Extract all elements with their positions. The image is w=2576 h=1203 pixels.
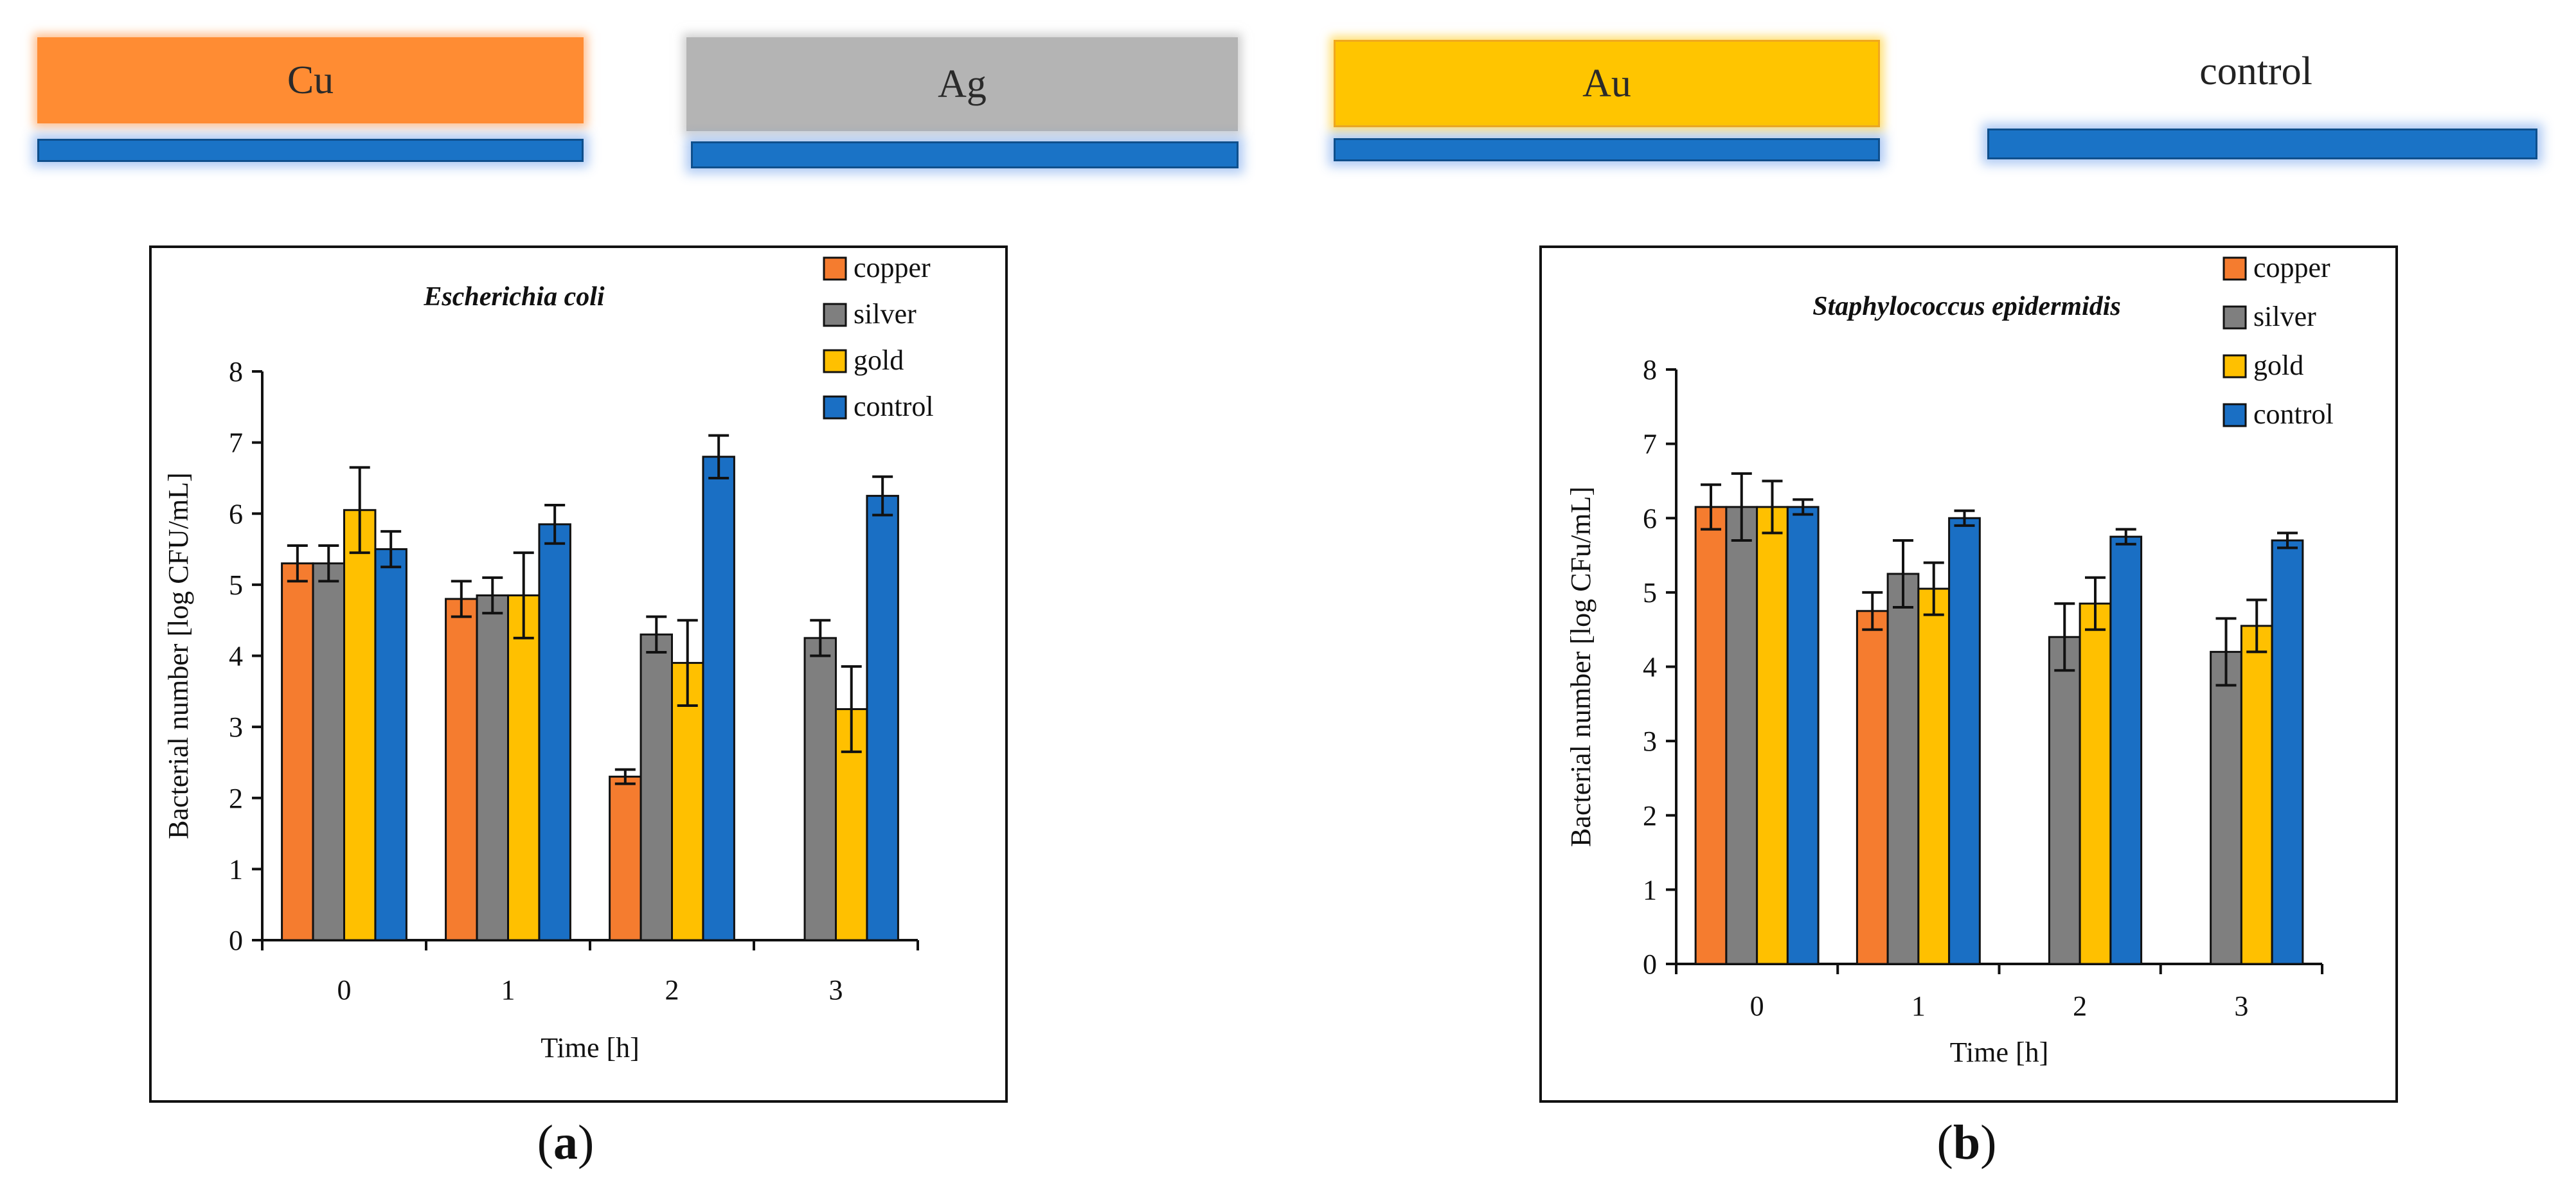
ag-label: Ag [938, 62, 987, 106]
cu-label: Cu [287, 58, 334, 102]
chart-b-bar-copper [1694, 506, 1728, 965]
chart-b-x-label: Time [h] [1950, 1037, 2049, 1068]
chart-b-x-tick-label: 2 [2073, 990, 2087, 1022]
control-substrate [1987, 129, 2537, 159]
chart-a-x-label: Time [h] [541, 1032, 640, 1064]
chart-a-y-tick-label: 8 [229, 356, 243, 388]
chart-a-y-tick-label: 3 [229, 711, 243, 743]
panel-label-a: (a) [501, 1115, 630, 1171]
chart-b-x-tick-label: 0 [1750, 990, 1764, 1022]
panel-label-b: (b) [1902, 1115, 2031, 1171]
chart-b-legend-label-control: control [2253, 398, 2334, 430]
au-substrate [1334, 138, 1880, 161]
chart-b-legend-label-copper: copper [2253, 252, 2330, 283]
chart-b-bar-control [2271, 539, 2304, 965]
chart-a-y-tick-label: 5 [229, 569, 243, 601]
chart-a-title: Escherichia coli [423, 282, 604, 312]
panel-b-close: ) [1980, 1116, 1997, 1170]
chart-b-bar-copper [1856, 610, 1889, 965]
chart-a-legend-swatch-copper [823, 256, 847, 281]
chart-b-y-tick-label: 3 [1643, 726, 1657, 757]
chart-b-bar-gold [1917, 587, 1951, 965]
chart-a-x-tick-label: 0 [337, 974, 352, 1006]
chart-a-x-tick-label: 2 [665, 974, 679, 1006]
chart-a-y-tick-label: 7 [229, 427, 243, 459]
panel-b-letter: b [1953, 1116, 1981, 1170]
chart-b-y-tick-label: 5 [1643, 577, 1657, 609]
chart-b-y-tick-label: 7 [1643, 429, 1657, 460]
chart-a-legend-swatch-gold [823, 349, 847, 373]
chart-a-y-tick-label: 4 [229, 641, 243, 672]
chart-b-legend-label-gold: gold [2253, 350, 2303, 381]
chart-a-bar-silver [476, 594, 509, 941]
chart-b-legend-swatch-gold [2223, 354, 2247, 379]
chart-b-x-tick-label: 1 [1911, 990, 1926, 1022]
chart-b-legend-swatch-control [2223, 403, 2247, 427]
ag-substrate [691, 141, 1239, 168]
chart-b-title: Staphylococcus epidermidis [1812, 292, 2120, 321]
chart-b-bar-silver [2210, 650, 2242, 965]
chart-a-bar-copper [281, 562, 314, 941]
chart-a-y-tick-label: 0 [229, 925, 243, 956]
chart-b-bar-silver [2048, 636, 2081, 965]
au-layer: Au [1334, 40, 1880, 127]
panel-a-letter: a [553, 1116, 578, 1170]
chart-a-y-label: Bacterial number [log CFU/mL] [163, 472, 194, 839]
cu-layer: Cu [37, 37, 584, 123]
chart-a-bar-silver [312, 562, 345, 941]
panel-a-open: ( [537, 1116, 553, 1170]
chart-b-y-tick-label: 2 [1643, 800, 1657, 832]
chart-b-bar-silver [1886, 573, 1920, 965]
chart-a-x-tick-label: 1 [501, 974, 515, 1006]
au-label: Au [1582, 61, 1631, 105]
chart-a-legend-label-control: control [854, 391, 934, 422]
chart-a-bar-control [866, 495, 899, 941]
chart-b-bar-gold [2079, 602, 2112, 965]
cu-substrate [37, 139, 584, 162]
chart-b-bar-control [1948, 517, 1981, 965]
chart-b-bar-silver [1725, 506, 1758, 965]
chart-a-legend-label-copper: copper [854, 252, 931, 283]
chart-a-x-tick-label: 3 [829, 974, 843, 1006]
chart-b-y-tick-label: 8 [1643, 354, 1657, 386]
chart-a-bar-silver [640, 633, 673, 941]
chart-b-y-tick-label: 0 [1643, 949, 1657, 980]
chart-b-y-tick-label: 4 [1643, 652, 1657, 683]
control-label: control [2199, 49, 2312, 93]
chart-b-legend-swatch-copper [2223, 256, 2247, 281]
chart-b-bar-control [1786, 506, 1820, 965]
chart-a-legend-swatch-silver [823, 303, 847, 327]
chart-b-bar-control [2109, 535, 2143, 965]
chart-a-legend-label-gold: gold [854, 344, 904, 376]
chart-a-bar-control [702, 456, 735, 941]
chart-b-y-tick-label: 6 [1643, 503, 1657, 534]
chart-a-y-tick-label: 6 [229, 498, 243, 530]
chart-b-bar-gold [1756, 506, 1789, 965]
chart-b-x-tick-label: 3 [2234, 990, 2248, 1022]
chart-a-y-tick-label: 1 [229, 853, 243, 885]
chart-b-bar-gold [2240, 625, 2273, 965]
chart-b-y-label: Bacterial number [log CFu/mL] [1565, 486, 1597, 847]
chart-a-bar-gold [343, 509, 377, 941]
chart-b-legend-swatch-silver [2223, 305, 2247, 330]
panel-a-close: ) [578, 1116, 595, 1170]
ag-layer: Ag [686, 37, 1238, 131]
panel-b-open: ( [1936, 1116, 1953, 1170]
chart-b-y-tick-label: 1 [1643, 874, 1657, 905]
chart-a-legend-swatch-control [823, 395, 847, 420]
chart-b-legend-label-silver: silver [2253, 301, 2316, 332]
chart-a-y-tick-label: 2 [229, 783, 243, 814]
chart-a-legend-label-silver: silver [854, 298, 917, 330]
